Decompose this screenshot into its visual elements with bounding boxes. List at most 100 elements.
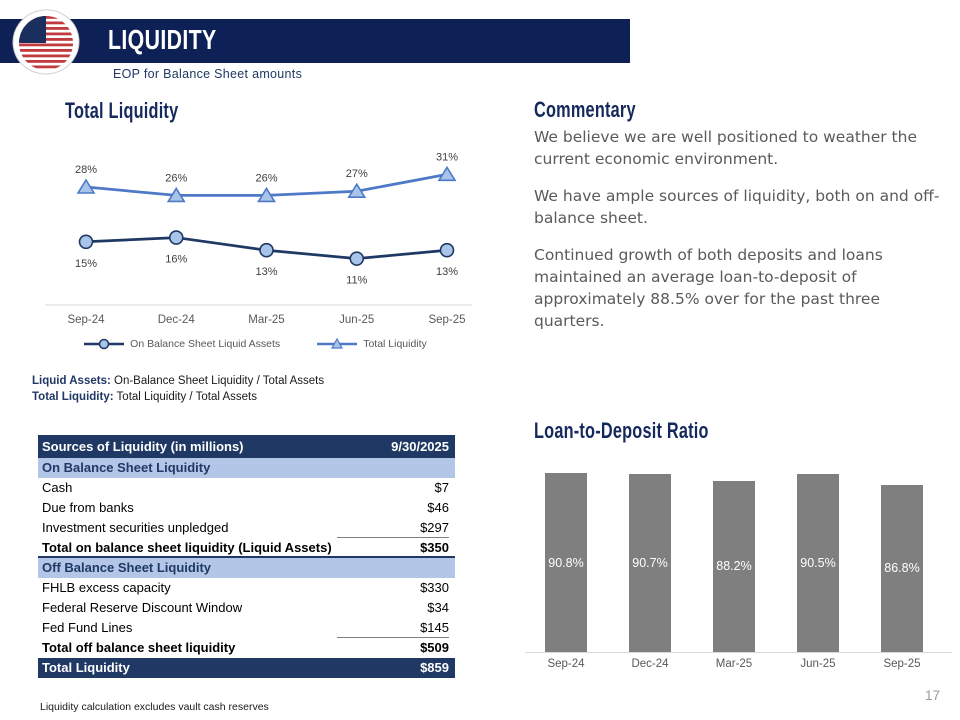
commentary-paragraph: We believe we are well positioned to wea…: [534, 128, 917, 168]
row-value: [337, 558, 449, 578]
total-liquidity-line-chart: 15% 16% 13% 11% 13% 28% 26% 26% 27% 31% Sep-24 Dec-…: [35, 128, 475, 343]
table-row: Fed Fund Lines $145: [38, 618, 455, 638]
data-label: 26%: [165, 172, 187, 184]
sources-of-liquidity-table: Sources of Liquidity (in millions) 9/30/…: [38, 435, 455, 678]
table-row: Total off balance sheet liquidity $509: [38, 638, 455, 658]
data-label: 13%: [255, 266, 277, 278]
bar: 90.5%: [797, 474, 839, 652]
table-row: Off Balance Sheet Liquidity: [38, 558, 455, 578]
table-body: On Balance Sheet Liquidity Cash $7 Due from…: [38, 458, 455, 678]
row-label: On Balance Sheet Liquidity: [42, 460, 211, 475]
data-label: 26%: [255, 172, 277, 184]
bar-value-label: 90.8%: [548, 555, 584, 570]
triangle-marker-icon: [437, 165, 457, 182]
commentary-title: Commentary: [534, 97, 636, 122]
legend-item: Total Liquidity: [316, 338, 427, 350]
row-label: Total Liquidity: [42, 660, 130, 675]
bar: 90.7%: [629, 473, 671, 652]
circle-marker-icon: [78, 234, 94, 250]
line-chart-legend: On Balance Sheet Liquid Assets Total Liq…: [35, 338, 475, 350]
loan-to-deposit-bar-chart: 90.8% Sep-24 90.7% Dec-24 88.2% Mar-25 90.5% Ju…: [525, 455, 955, 695]
circle-marker-icon: [259, 242, 274, 258]
table-row: Federal Reserve Discount Window $34: [38, 598, 455, 618]
bar: 86.8%: [881, 484, 923, 652]
commentary-paragraph: We have ample sources of liquidity, both…: [534, 187, 940, 227]
data-label: 13%: [436, 266, 458, 278]
row-label: FHLB excess capacity: [42, 580, 171, 595]
bar-value-label: 90.5%: [800, 556, 836, 571]
line-chart-canvas: 15% 16% 13% 11% 13% 28% 26% 26% 27% 31% Sep-24 Dec-…: [45, 151, 472, 326]
table-row: Cash $7: [38, 478, 455, 498]
x-tick-label: Dec-24: [631, 658, 669, 670]
row-value: $46: [427, 500, 449, 515]
data-label: 16%: [165, 254, 187, 266]
table-header-date: 9/30/2025: [391, 439, 449, 454]
bar-value-label: 86.8%: [884, 561, 920, 576]
chart-notes: Liquid Assets: On-Balance Sheet Liquidit…: [32, 373, 324, 405]
circle-marker-icon: [439, 242, 455, 258]
footnote: Liquidity calculation excludes vault cas…: [40, 701, 269, 713]
data-label: 27%: [346, 168, 368, 180]
row-value: $859: [420, 660, 449, 675]
x-tick-label: Sep-24: [67, 314, 105, 326]
table-row: On Balance Sheet Liquidity: [38, 458, 455, 478]
row-label: Fed Fund Lines: [42, 620, 133, 635]
triangle-marker-icon: [347, 182, 367, 199]
x-tick-label: Jun-25: [800, 658, 836, 670]
page-number: 17: [925, 688, 941, 703]
row-value: $7: [434, 480, 449, 495]
triangle-marker-icon: [166, 186, 186, 203]
table-row: Total Liquidity $859: [38, 658, 455, 678]
row-label: Due from banks: [42, 500, 134, 515]
row-label: Off Balance Sheet Liquidity: [42, 560, 212, 575]
x-axis-line: [525, 652, 952, 653]
x-tick-label: Sep-24: [547, 658, 585, 670]
triangle-marker-icon: [76, 178, 96, 194]
row-value: [337, 458, 449, 478]
circle-marker-icon: [168, 230, 184, 245]
commentary-text: We believe we are well positioned to wea…: [534, 126, 948, 347]
row-label: Cash: [42, 480, 73, 495]
table-row: Investment securities unpledged $297: [38, 518, 455, 538]
x-tick-label: Sep-25: [428, 314, 465, 326]
note-line: Liquid Assets: On-Balance Sheet Liquidit…: [32, 375, 325, 387]
commentary-paragraph: Continued growth of both deposits and lo…: [534, 246, 883, 330]
legend-item: On Balance Sheet Liquid Assets: [83, 338, 280, 350]
bar-chart-title: Loan-to-Deposit Ratio: [534, 418, 709, 443]
circle-marker-icon: [349, 251, 365, 266]
header-banner: [0, 19, 630, 63]
table-row: Total on balance sheet liquidity (Liquid…: [38, 538, 455, 558]
row-label: Total off balance sheet liquidity: [42, 640, 236, 655]
table-row: FHLB excess capacity $330: [38, 578, 455, 598]
row-label: Investment securities unpledged: [42, 520, 229, 535]
page-title: LIQUIDITY: [108, 24, 217, 55]
row-value: $145: [337, 618, 449, 638]
circle-marker-icon: [84, 338, 125, 350]
bar: 90.8%: [545, 473, 587, 652]
x-tick-label: Dec-24: [158, 314, 196, 326]
row-value: $509: [420, 640, 449, 655]
note-line: Total Liquidity: Total Liquidity / Total…: [32, 391, 257, 403]
data-label: 15%: [75, 258, 97, 270]
bar-value-label: 90.7%: [632, 555, 668, 570]
x-tick-label: Sep-25: [883, 658, 921, 670]
triangle-marker-icon: [317, 338, 358, 349]
row-value: $330: [420, 580, 449, 595]
flag-globe-logo-icon: [11, 7, 81, 82]
data-label: 11%: [346, 275, 367, 287]
triangle-marker-icon: [257, 186, 276, 203]
x-tick-label: Mar-25: [248, 314, 284, 326]
data-label: 31%: [436, 151, 458, 163]
legend-label: On Balance Sheet Liquid Assets: [130, 338, 281, 350]
row-label: Total on balance sheet liquidity (Liquid…: [42, 540, 332, 555]
page-subtitle: EOP for Balance Sheet amounts: [113, 67, 303, 81]
row-label: Federal Reserve Discount Window: [42, 600, 243, 615]
data-label: 28%: [75, 164, 97, 176]
legend-label: Total Liquidity: [363, 338, 427, 350]
table-header-row: Sources of Liquidity (in millions) 9/30/…: [38, 435, 455, 458]
row-value: $350: [420, 540, 449, 555]
table-header-label: Sources of Liquidity (in millions): [42, 439, 244, 454]
line-chart-title: Total Liquidity: [65, 98, 179, 123]
bar-value-label: 88.2%: [716, 559, 752, 574]
